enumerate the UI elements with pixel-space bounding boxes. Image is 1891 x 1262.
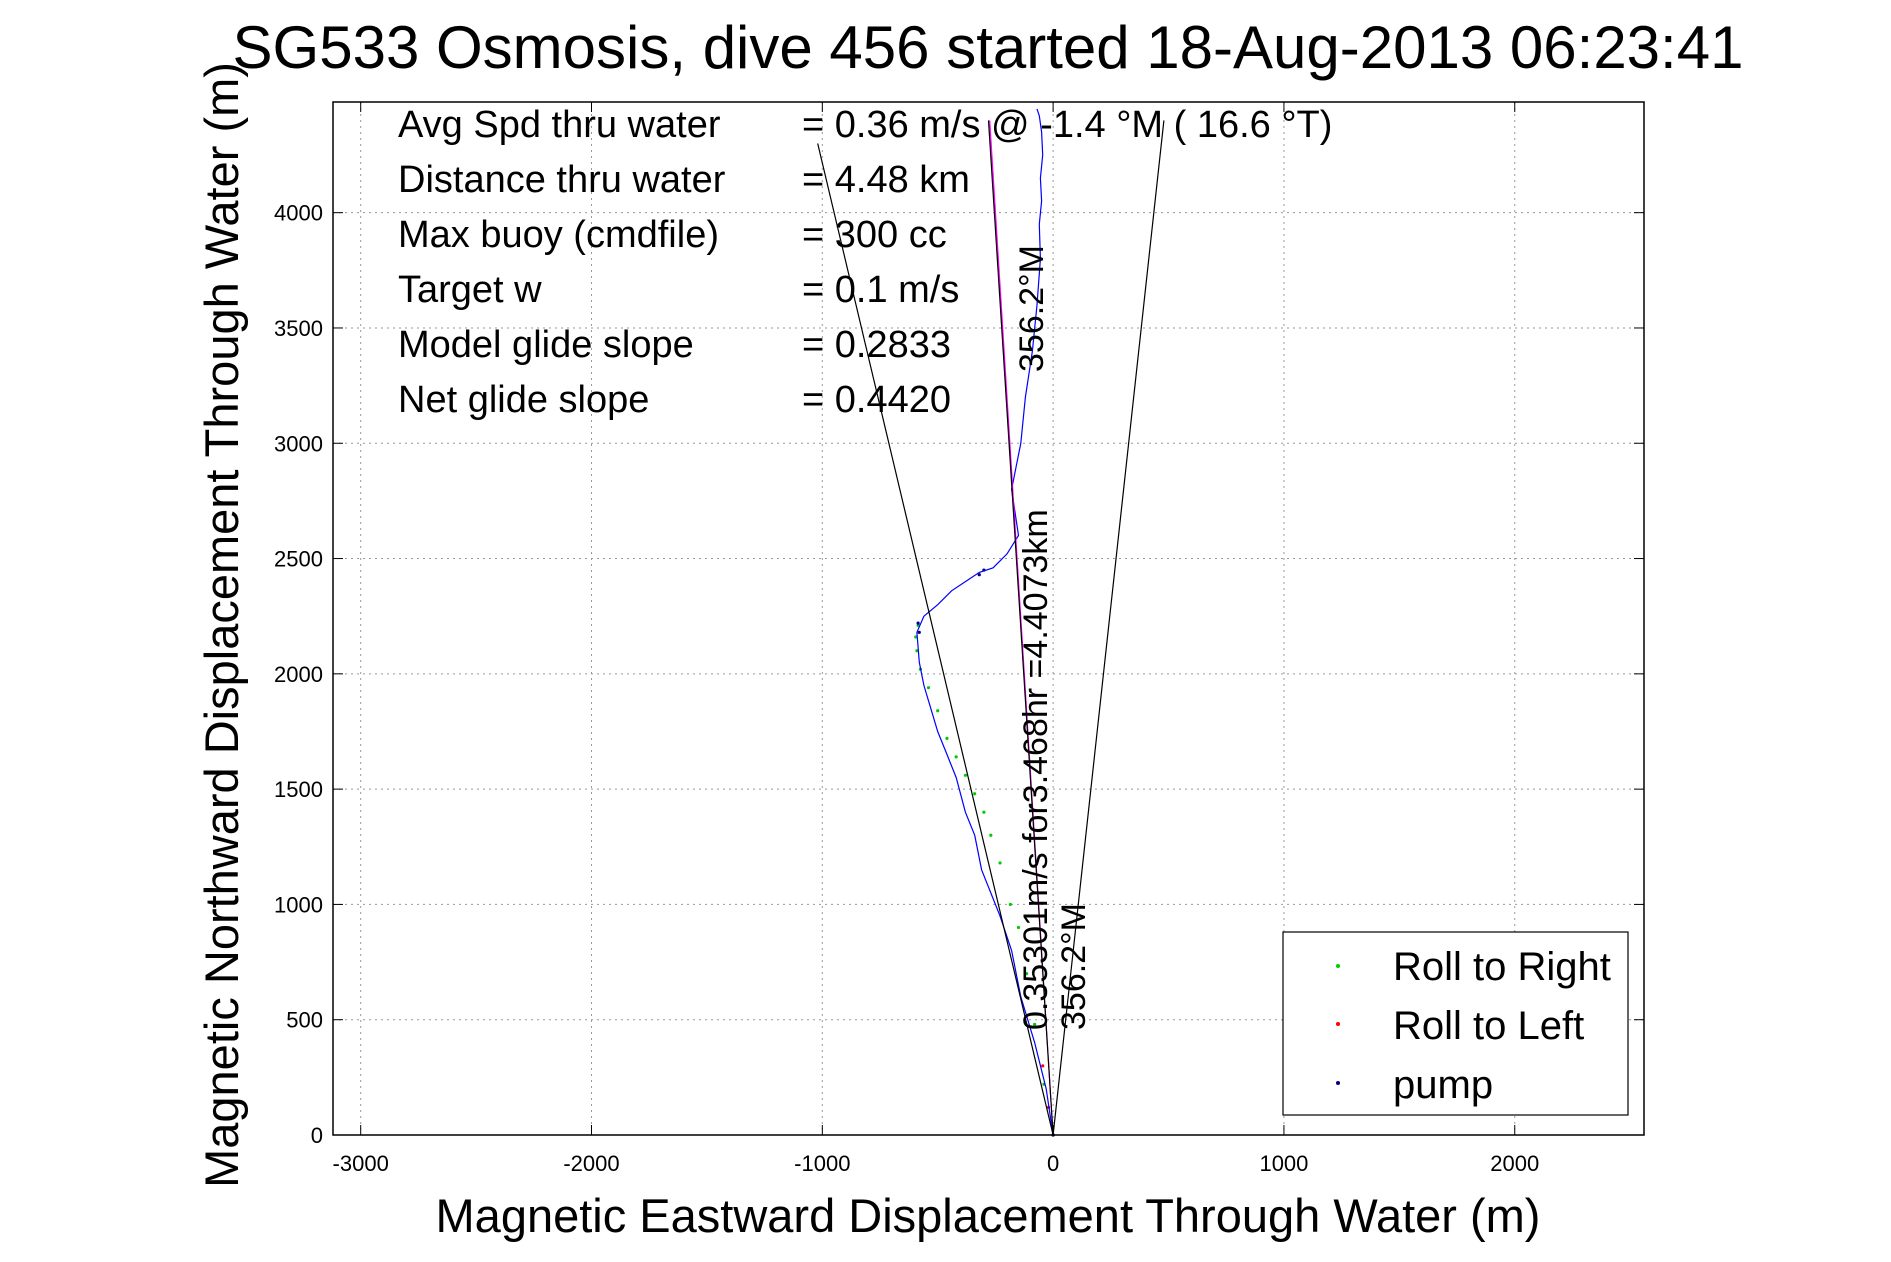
info-label-distance: Distance thru water — [398, 159, 726, 201]
point-roll-to-right — [1024, 971, 1029, 976]
point-roll-to-right — [1008, 902, 1013, 907]
speed-annotation: 0.35301m/s for3.468hr =4.4073km — [1017, 509, 1055, 1030]
info-value-avg-speed: = 0.36 m/s @ -1.4 °M ( 16.6 °T) — [802, 104, 1332, 146]
point-pump — [917, 630, 921, 634]
series-line-heading-cone-left — [817, 143, 1054, 1136]
info-label-max-buoy: Max buoy (cmdfile) — [398, 214, 719, 256]
series-line-heading-cone-right — [1052, 120, 1165, 1136]
x-axis-label: Magnetic Eastward Displacement Through W… — [436, 1189, 1541, 1242]
plot-frame — [332, 101, 1645, 1136]
chart-title: SG533 Osmosis, dive 456 started 18-Aug-2… — [233, 14, 1744, 81]
legend: Roll to Right Roll to Left pump — [1282, 931, 1629, 1116]
point-roll-to-right — [989, 833, 993, 837]
info-label-net-glide: Net glide slope — [398, 379, 649, 421]
x-tick-label: 2000 — [1490, 1151, 1539, 1176]
series-line-track — [916, 108, 1054, 1136]
point-pump — [916, 621, 920, 625]
y-tick-label: 2500 — [274, 547, 323, 572]
point-roll-to-right — [1033, 1022, 1037, 1026]
point-roll-to-right — [1016, 925, 1021, 930]
info-label-avg-speed: Avg Spd thru water — [398, 104, 721, 146]
point-roll-to-right — [998, 861, 1002, 865]
heading-annotation-lower: 356.2°M — [1055, 903, 1093, 1030]
point-roll-to-right — [936, 709, 940, 713]
legend-marker-roll-right — [1336, 964, 1340, 968]
point-roll-to-right — [963, 773, 968, 777]
heading-annotation-upper: 356.2°M — [1013, 245, 1051, 372]
y-tick-label: 3000 — [274, 431, 323, 456]
info-label-model-glide: Model glide slope — [398, 324, 694, 366]
x-tick-label: 0 — [1047, 1151, 1059, 1176]
point-roll-to-right — [973, 792, 977, 796]
point-roll-to-right — [954, 755, 958, 759]
y-tick-label: 1500 — [274, 777, 323, 802]
info-value-max-buoy: = 300 cc — [802, 214, 947, 256]
x-tick-label: -2000 — [563, 1151, 619, 1176]
y-tick-label: 500 — [286, 1008, 323, 1033]
info-value-net-glide: = 0.4420 — [802, 379, 951, 421]
info-value-model-glide: = 0.2833 — [802, 324, 951, 366]
x-tick-label: -1000 — [794, 1151, 850, 1176]
series-layer — [817, 108, 1165, 1137]
info-label-target-w: Target w — [398, 269, 542, 311]
point-roll-to-left — [1041, 1064, 1045, 1068]
y-tick-label: 4000 — [274, 201, 323, 226]
legend-marker-pump — [1336, 1081, 1340, 1085]
legend-label-roll-right: Roll to Right — [1393, 945, 1611, 989]
legend-marker-roll-left — [1336, 1022, 1340, 1026]
info-value-distance: = 4.48 km — [802, 159, 970, 201]
point-roll-to-right — [926, 686, 931, 690]
info-value-target-w: = 0.1 m/s — [802, 269, 959, 311]
legend-label-roll-left: Roll to Left — [1393, 1004, 1584, 1048]
axis-ticks: -3000 -2000 -1000 0 1000 2000 0 500 1000 1500 2000… — [274, 102, 1644, 1176]
y-tick-label: 3500 — [274, 316, 323, 341]
point-roll-to-right — [982, 810, 986, 814]
y-tick-label: 2000 — [274, 662, 323, 687]
x-tick-label: 1000 — [1259, 1151, 1308, 1176]
point-roll-to-right — [945, 736, 949, 741]
y-tick-label: 1000 — [274, 892, 323, 917]
x-tick-label: -3000 — [333, 1151, 389, 1176]
y-axis-label: Magnetic Northward Displacement Through … — [195, 62, 248, 1188]
legend-box — [1282, 931, 1629, 1116]
series-line-heading-inner — [987, 120, 1054, 1136]
legend-label-pump: pump — [1393, 1063, 1493, 1107]
point-pump — [977, 573, 981, 577]
info-block: Avg Spd thru water = 0.36 m/s @ -1.4 °M … — [398, 104, 1332, 421]
point-roll-to-right — [914, 635, 918, 639]
y-tick-label: 0 — [311, 1123, 323, 1148]
